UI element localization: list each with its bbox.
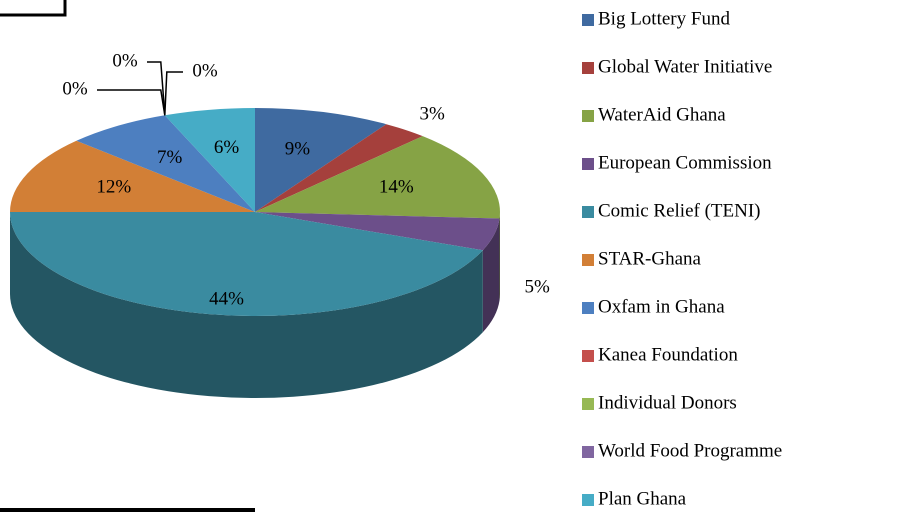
data-label: 44% — [209, 288, 244, 309]
data-label: 0% — [192, 60, 218, 81]
legend-label: Plan Ghana — [598, 488, 687, 509]
slice — [255, 212, 500, 251]
data-label: 0% — [112, 50, 138, 71]
legend-swatch — [582, 206, 594, 218]
legend-swatch — [582, 254, 594, 266]
legend-swatch — [582, 110, 594, 122]
legend-label: STAR-Ghana — [598, 248, 702, 269]
slice — [164, 108, 255, 212]
data-label: 6% — [214, 137, 240, 158]
legend-label: Individual Donors — [598, 392, 737, 413]
legend-swatch — [582, 398, 594, 410]
data-label: 0% — [62, 78, 88, 99]
legend-label: Big Lottery Fund — [598, 8, 730, 29]
data-label: 3% — [420, 103, 446, 124]
slice-side — [482, 218, 500, 333]
slice — [76, 115, 256, 212]
legend-label: Oxfam in Ghana — [598, 296, 725, 317]
leader-line — [147, 61, 166, 116]
legend-label: WaterAid Ghana — [598, 104, 726, 125]
legend-swatch — [582, 158, 594, 170]
legend-label: European Commission — [598, 152, 772, 173]
data-label: 14% — [379, 177, 414, 198]
legend-label: Global Water Initiative — [598, 56, 772, 77]
slice — [255, 108, 387, 212]
slice — [10, 140, 255, 212]
slice — [255, 124, 423, 212]
legend-swatch — [582, 350, 594, 362]
frame-corner — [0, 0, 67, 17]
legend-label: Kanea Foundation — [598, 344, 738, 365]
slice — [10, 212, 483, 316]
slice-side — [10, 212, 483, 398]
legend-swatch — [582, 62, 594, 74]
legend-swatch — [582, 494, 594, 506]
legend-swatch — [582, 14, 594, 26]
leader-line — [164, 71, 183, 116]
legend-label: World Food Programme — [598, 440, 782, 461]
data-label: 9% — [285, 138, 311, 159]
leader-line — [97, 89, 166, 116]
legend-swatch — [582, 446, 594, 458]
legend-swatch — [582, 302, 594, 314]
data-label: 7% — [157, 147, 183, 168]
data-label: 12% — [96, 177, 131, 198]
slice — [255, 136, 500, 219]
legend-label: Comic Relief (TENI) — [598, 200, 761, 221]
data-label: 5% — [524, 276, 550, 297]
